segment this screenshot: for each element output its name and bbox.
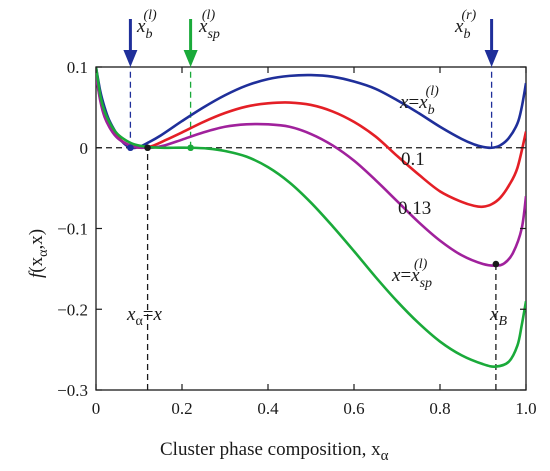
y-axis-title: f(xα,x) xyxy=(26,229,51,278)
x-tick-label: 0.6 xyxy=(343,399,364,418)
y-tick-label: 0.1 xyxy=(67,58,88,77)
point-marker xyxy=(144,144,151,152)
point-marker xyxy=(187,144,194,152)
arrows xyxy=(123,19,499,67)
x-tick-label: 0.4 xyxy=(257,399,279,418)
series-group xyxy=(96,67,526,368)
series-line-purple xyxy=(96,74,526,267)
x-tick-label: 1.0 xyxy=(515,399,536,418)
point-marker xyxy=(127,144,134,152)
y-tick-label: 0 xyxy=(80,139,89,158)
plot-frame xyxy=(95,66,527,391)
label-series-green: x=xsp(l) xyxy=(391,257,432,291)
label-series-purple: 0.13 xyxy=(398,198,431,219)
ticks: 0 0.2 0.4 0.6 0.8 1.0 0.1 0 −0.1 −0.2 −0.3 xyxy=(57,58,536,418)
label-xb-right: xb(r) xyxy=(454,8,477,42)
label-xb-left: xb(l) xyxy=(136,8,157,42)
down-arrow-icon xyxy=(123,19,138,67)
label-series-red: 0.1 xyxy=(401,149,425,170)
x-tick-label: 0 xyxy=(92,399,101,418)
label-xB: xB xyxy=(489,304,507,329)
label-series-blue: x=xb(l) xyxy=(399,84,439,118)
label-xsp-left: xsp(l) xyxy=(198,8,220,42)
markers xyxy=(127,144,500,268)
x-tick-label: 0.8 xyxy=(429,399,450,418)
axes xyxy=(95,66,527,391)
series-line-blue xyxy=(96,67,526,150)
series-line-green xyxy=(96,67,526,368)
guide-lines xyxy=(129,67,497,390)
y-tick-label: −0.1 xyxy=(57,220,88,239)
y-tick-label: −0.2 xyxy=(57,300,88,319)
series-line-red xyxy=(96,74,526,209)
x-tick-label: 0.2 xyxy=(171,399,192,418)
label-xalpha-eq-x: xα=x xyxy=(126,304,163,329)
x-axis-title: Cluster phase composition, xα xyxy=(160,439,389,464)
down-arrow-icon xyxy=(183,19,198,67)
down-arrow-icon xyxy=(484,19,499,67)
point-marker xyxy=(492,260,500,268)
y-tick-label: −0.3 xyxy=(57,381,88,400)
